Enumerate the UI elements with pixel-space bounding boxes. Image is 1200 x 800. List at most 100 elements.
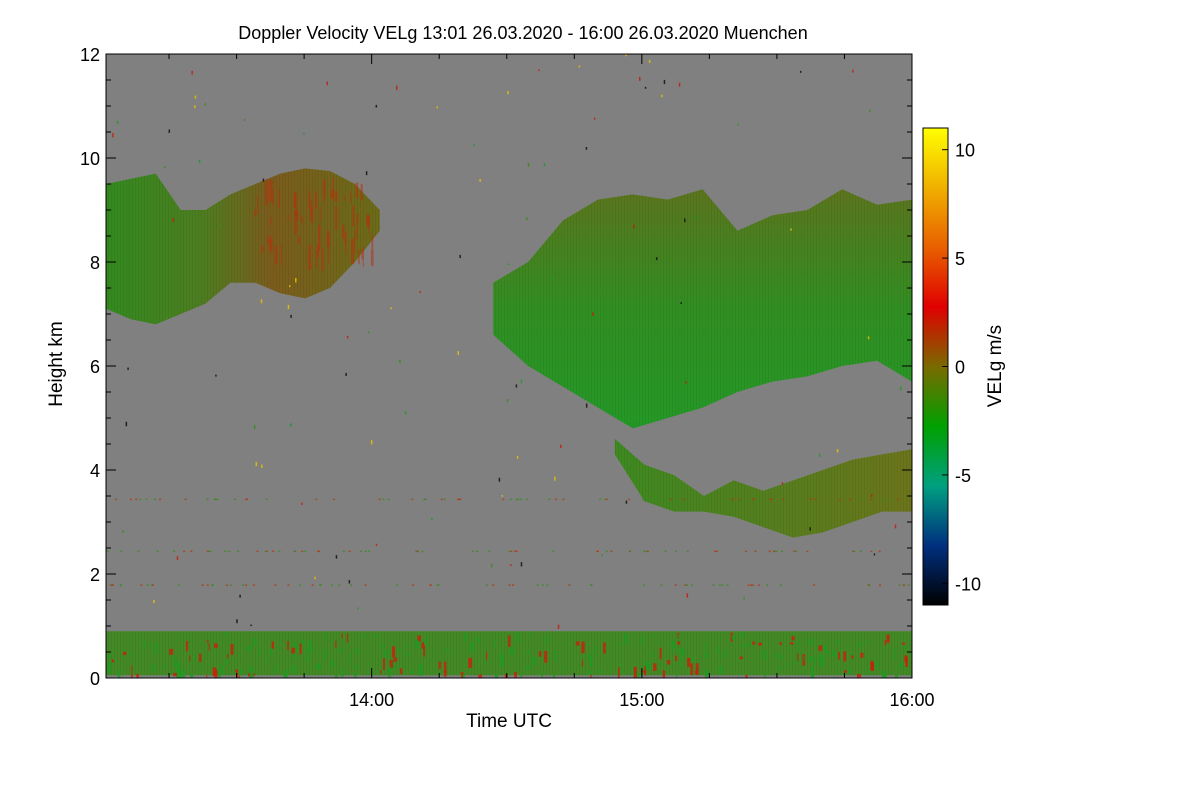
boundary-layer-patch	[510, 647, 514, 655]
speckle-dot	[599, 292, 602, 296]
boundary-layer-patch	[388, 666, 391, 678]
boundary-layer-patch	[249, 666, 254, 678]
speckle-dot	[129, 498, 132, 501]
speckle-dot	[345, 372, 347, 377]
boundary-layer-patch	[680, 647, 685, 657]
speckle-dot	[670, 498, 673, 501]
speckle-dot	[888, 498, 891, 501]
boundary-layer-patch	[641, 634, 643, 645]
boundary-layer-patch	[189, 655, 191, 662]
upper-cloud-patch	[352, 205, 355, 228]
speckle-dot	[510, 498, 513, 501]
speckle-dot	[156, 318, 158, 323]
boundary-layer-patch	[341, 633, 343, 639]
speckle-dot	[507, 90, 509, 95]
speckle-dot	[809, 527, 811, 531]
speckle-dot	[557, 624, 560, 629]
boundary-layer-patch	[291, 638, 293, 642]
boundary-layer-patch	[212, 667, 217, 677]
boundary-layer-patch	[527, 649, 530, 655]
speckle-dot	[639, 76, 641, 81]
speckle-dot	[368, 550, 371, 553]
speckle-dot	[457, 351, 460, 355]
speckle-dot	[348, 550, 351, 553]
speckle-dot	[898, 584, 901, 586]
speckle-dot	[510, 564, 512, 567]
boundary-layer-patch	[485, 659, 487, 665]
boundary-layer-patch	[637, 672, 640, 678]
speckle-dot	[506, 399, 509, 403]
speckle-dot	[459, 254, 461, 259]
upper-cloud-patch	[308, 190, 311, 209]
boundary-layer-patch	[538, 651, 542, 657]
boundary-layer-patch	[818, 645, 823, 651]
boundary-layer-patch	[391, 646, 396, 658]
boundary-layer-patch	[624, 633, 628, 645]
speckle-dot	[873, 553, 876, 556]
x-tick-label: 16:00	[889, 690, 934, 710]
speckle-dot	[515, 384, 518, 388]
speckle-dot	[508, 584, 511, 586]
boundary-layer-patch	[588, 670, 592, 676]
y-tick-label: 8	[90, 253, 100, 273]
boundary-layer-patch	[718, 666, 722, 674]
speckle-dot	[287, 304, 290, 310]
speckle-dot	[116, 120, 119, 124]
speckle-dot	[111, 584, 114, 586]
speckle-dot	[183, 550, 186, 553]
speckle-dot	[896, 498, 899, 501]
speckle-dot	[625, 500, 628, 504]
upper-cloud-patch	[356, 219, 358, 241]
upper-cloud-patch	[324, 179, 326, 198]
boundary-layer-patch	[198, 653, 202, 662]
upper-cloud-patch	[278, 189, 280, 208]
upper-cloud-patch	[343, 194, 346, 201]
speckle-dot	[882, 498, 885, 501]
boundary-layer-patch	[218, 668, 221, 678]
speckle-dot	[278, 550, 281, 553]
speckle-dot	[137, 550, 140, 553]
colorbar-tick-label: 5	[955, 249, 965, 269]
boundary-layer-patch	[341, 668, 344, 677]
speckle-dot	[680, 302, 682, 304]
speckle-dot	[488, 550, 491, 553]
boundary-layer-patch	[705, 652, 708, 658]
boundary-layer-patch	[544, 650, 548, 663]
boundary-layer-patch	[174, 656, 177, 668]
speckle-dot	[869, 498, 872, 501]
speckle-dot	[694, 216, 697, 220]
boundary-layer-patch	[676, 649, 679, 654]
colorbar-tick-label: -5	[955, 466, 971, 486]
upper-cloud-patch	[335, 206, 338, 231]
speckle-dot	[250, 624, 252, 627]
speckle-dot	[168, 129, 171, 133]
boundary-layer-patch	[730, 632, 734, 642]
boundary-layer-patch	[671, 640, 676, 650]
speckle-dot	[163, 166, 166, 169]
speckle-dot	[782, 498, 785, 501]
speckle-dot	[127, 367, 129, 370]
speckle-dot	[690, 584, 693, 586]
boundary-layer-patch	[662, 670, 666, 678]
boundary-layer-patch	[647, 662, 652, 670]
boundary-layer-patch	[851, 655, 854, 659]
speckle-dot	[599, 498, 602, 501]
speckle-dot	[378, 498, 381, 501]
boundary-layer-patch	[516, 631, 519, 644]
speckle-dot	[770, 498, 773, 501]
speckle-dot	[424, 498, 427, 501]
cloud-texture-upper-cloud-late	[493, 189, 912, 429]
boundary-layer-patch	[299, 643, 302, 654]
speckle-dot	[527, 162, 530, 167]
boundary-layer-patch	[334, 675, 338, 678]
boundary-layer-patch	[308, 657, 311, 660]
boundary-layer-patch	[554, 650, 557, 661]
speckle-dot	[458, 498, 461, 501]
speckle-dot	[443, 498, 446, 501]
y-tick-label: 12	[80, 45, 100, 65]
boundary-layer-patch	[392, 665, 397, 669]
speckle-dot	[652, 249, 654, 252]
boundary-layer-patch	[236, 671, 239, 678]
speckle-dot	[667, 498, 670, 501]
boundary-layer-patch	[821, 660, 824, 663]
